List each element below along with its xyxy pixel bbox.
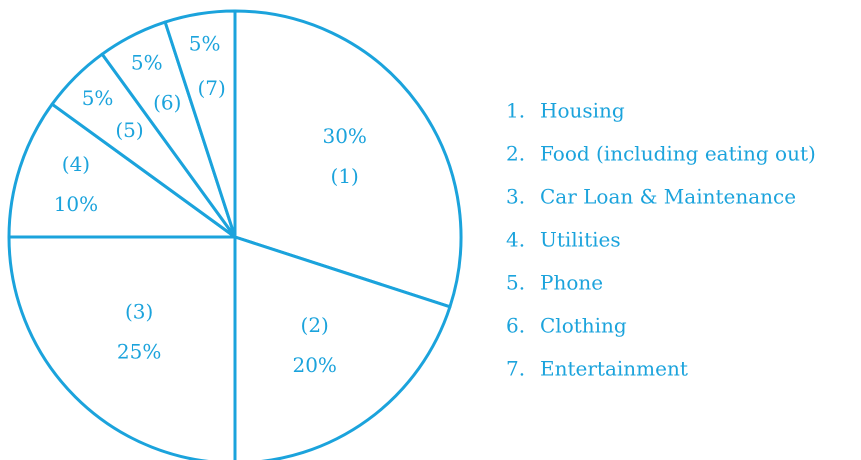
legend-label: Housing — [540, 99, 625, 123]
slice-number-label: (5) — [115, 118, 143, 142]
slice-value-label: 30% — [322, 124, 366, 148]
legend-label: Utilities — [540, 228, 621, 252]
legend-label: Entertainment — [540, 357, 688, 381]
legend-label: Clothing — [540, 314, 627, 338]
slice-number-label: (3) — [125, 299, 153, 323]
pie-slice — [7, 102, 237, 239]
slice-number-label: (6) — [153, 91, 181, 115]
slice-number-label: (7) — [197, 76, 225, 100]
pie-slice — [7, 235, 237, 460]
pie-slice — [233, 235, 452, 460]
legend-number: 2. — [506, 142, 525, 166]
slice-value-label: 25% — [117, 339, 161, 363]
slice-value-label: 20% — [292, 353, 336, 377]
slice-value-label: 5% — [82, 86, 114, 110]
slice-value-label: 5% — [189, 32, 221, 56]
legend-label: Car Loan & Maintenance — [540, 185, 796, 209]
slice-number-label: (1) — [331, 164, 359, 188]
slice-number-label: (4) — [62, 152, 90, 176]
slice-number-label: (2) — [301, 313, 329, 337]
slice-value-label: 10% — [54, 192, 98, 216]
pie-slice — [233, 9, 463, 309]
legend-number: 1. — [506, 99, 525, 123]
slice-value-label: 5% — [131, 50, 163, 74]
legend-number: 5. — [506, 271, 525, 295]
pie-slice — [163, 9, 237, 239]
legend-number: 7. — [506, 357, 525, 381]
legend-number: 4. — [506, 228, 525, 252]
legend-label: Food (including eating out) — [540, 142, 816, 166]
legend-number: 6. — [506, 314, 525, 338]
legend-label: Phone — [540, 271, 603, 295]
legend-number: 3. — [506, 185, 525, 209]
